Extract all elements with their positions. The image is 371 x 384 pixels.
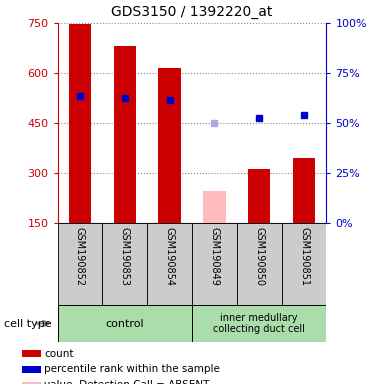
Bar [69, 24, 91, 223]
Text: count: count [44, 349, 74, 359]
Bar [22, 350, 41, 357]
Text: GSM190851: GSM190851 [299, 227, 309, 286]
Bar [203, 191, 226, 223]
Bar [114, 46, 136, 223]
Bar [192, 223, 237, 305]
Bar [147, 223, 192, 305]
Text: GSM190852: GSM190852 [75, 227, 85, 286]
Bar [237, 223, 282, 305]
Text: cell type: cell type [4, 318, 51, 329]
Text: percentile rank within the sample: percentile rank within the sample [44, 364, 220, 374]
Text: control: control [105, 318, 144, 329]
Bar [58, 223, 102, 305]
Text: value, Detection Call = ABSENT: value, Detection Call = ABSENT [44, 380, 210, 384]
Text: inner medullary
collecting duct cell: inner medullary collecting duct cell [213, 313, 305, 334]
Bar [58, 305, 192, 342]
Bar [282, 223, 326, 305]
Bar [102, 223, 147, 305]
Text: GSM190853: GSM190853 [120, 227, 130, 286]
Bar [192, 305, 326, 342]
Bar [22, 382, 41, 384]
Bar [293, 158, 315, 223]
Title: GDS3150 / 1392220_at: GDS3150 / 1392220_at [111, 5, 273, 19]
Text: GSM190850: GSM190850 [254, 227, 264, 286]
Text: GSM190854: GSM190854 [165, 227, 175, 286]
Text: GSM190849: GSM190849 [209, 227, 219, 286]
Bar [248, 169, 270, 223]
Bar [158, 68, 181, 223]
Bar [22, 366, 41, 372]
